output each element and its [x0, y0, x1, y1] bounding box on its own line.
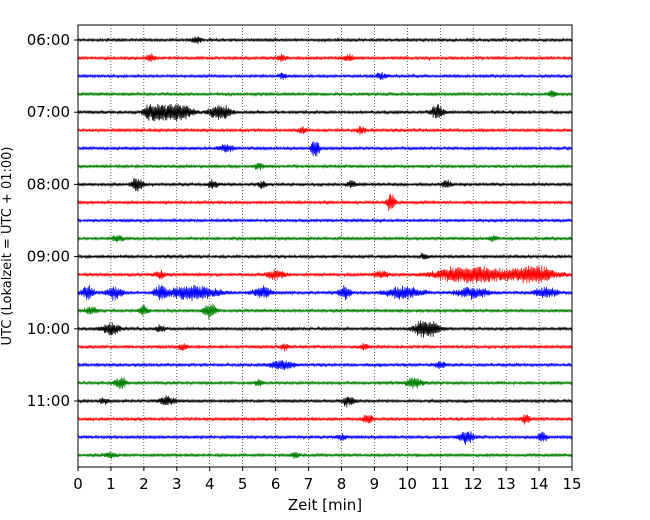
x-tick-label: 13 — [497, 475, 516, 493]
trace-0800 — [77, 178, 573, 192]
trace-0700 — [77, 104, 573, 122]
trace-0900 — [77, 252, 573, 260]
trace-1145 — [77, 451, 573, 460]
trace-1015 — [77, 342, 573, 352]
trace-0730 — [77, 141, 573, 157]
x-tick-label: 6 — [271, 475, 281, 493]
y-tick-label: 11:00 — [27, 392, 70, 410]
x-tick-label: 10 — [398, 475, 417, 493]
y-axis-label: UTC (Lokalzeit = UTC + 01:00) — [0, 147, 15, 346]
x-tick-label: 0 — [73, 475, 83, 493]
trace-1030 — [77, 359, 573, 371]
trace-1000 — [77, 320, 573, 338]
trace-0615 — [77, 53, 573, 63]
y-tick-label: 07:00 — [27, 103, 70, 121]
y-tick-label: 08:00 — [27, 175, 70, 193]
x-tick-label: 11 — [431, 475, 450, 493]
x-tick-label: 8 — [337, 475, 347, 493]
x-tick-label: 7 — [304, 475, 314, 493]
x-tick-label: 2 — [139, 475, 149, 493]
trace-0915 — [77, 265, 573, 284]
trace-0600 — [77, 36, 573, 45]
trace-0715 — [77, 125, 573, 135]
y-tick-label: 10:00 — [27, 320, 70, 338]
plot-background — [78, 25, 572, 467]
trace-1115 — [77, 414, 573, 425]
x-axis-label: Zeit [min] — [288, 496, 362, 514]
trace-0845 — [77, 234, 573, 243]
plot-frame — [77, 24, 573, 468]
x-tick-label: 1 — [106, 475, 116, 493]
trace-1130 — [77, 431, 573, 446]
x-tick-label: 15 — [562, 475, 581, 493]
x-tick-label: 14 — [530, 475, 549, 493]
x-tick-label: 9 — [370, 475, 380, 493]
trace-1045 — [77, 376, 573, 390]
trace-1100 — [77, 395, 573, 408]
x-axis-ticks: 0 1 2 3 4 5 6 7 8 9 10 11 12 13 14 15 — [73, 467, 582, 493]
x-tick-label: 5 — [238, 475, 248, 493]
x-tick-label: 3 — [172, 475, 182, 493]
trace-0830 — [77, 217, 573, 224]
x-tick-label: 12 — [464, 475, 483, 493]
y-tick-label: 06:00 — [27, 31, 70, 49]
trace-0645 — [77, 90, 573, 98]
trace-0630 — [77, 71, 573, 81]
trace-0930 — [77, 284, 573, 302]
trace-0945 — [77, 304, 573, 320]
y-axis-ticks: 06:00 07:00 08:00 09:00 10:00 11:00 — [27, 31, 78, 410]
x-tick-label: 4 — [205, 475, 215, 493]
y-tick-label: 09:00 — [27, 248, 70, 266]
trace-0815 — [77, 193, 573, 211]
trace-0745 — [77, 162, 573, 171]
seismic-traces — [77, 36, 573, 460]
